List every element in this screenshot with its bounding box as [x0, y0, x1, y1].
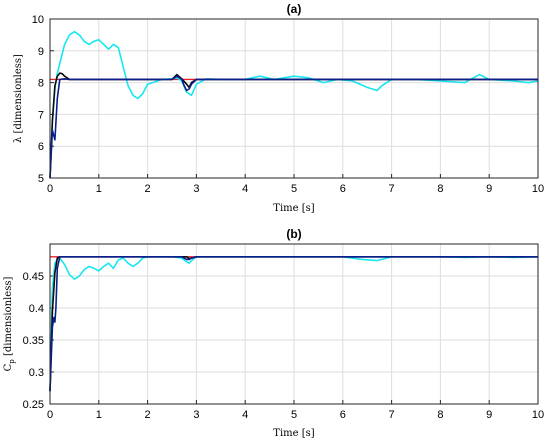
x-tick-label: 8 — [437, 409, 443, 421]
y-tick-label: 0.45 — [23, 271, 44, 283]
x-tick-label: 0 — [47, 409, 53, 421]
y-tick-labels: 5 6 7 8 9 10 — [32, 14, 44, 185]
x-tick-label: 6 — [340, 409, 346, 421]
x-tick-label: 5 — [291, 183, 297, 195]
navy-series-line — [49, 255, 538, 392]
x-tick-label: 8 — [437, 183, 443, 195]
y-tick-label: 0.3 — [29, 367, 44, 379]
axes-frame — [49, 243, 539, 405]
y-tick-label: 0.35 — [23, 335, 44, 347]
y-tick-label: 9 — [38, 46, 44, 58]
x-tick-label: 7 — [389, 183, 395, 195]
y-tick-label: 7 — [38, 109, 44, 121]
x-tick-label: 6 — [340, 183, 346, 195]
series-group — [49, 255, 539, 392]
x-tick-labels: 0 1 2 3 4 5 6 7 8 9 10 — [47, 183, 544, 195]
x-tick-labels: 0 1 2 3 4 5 6 7 8 9 10 — [47, 409, 544, 421]
chart-title: (b) — [286, 227, 301, 241]
chart-panel-b: (b) 0 1 2 3 4 5 6 7 8 9 10 0.25 0.3 0.35 0.4 0.45 Time… — [3, 227, 544, 439]
x-tick-label: 2 — [145, 409, 151, 421]
chart-title: (a) — [287, 2, 302, 16]
x-tick-label: 0 — [47, 183, 53, 195]
y-tick-labels: 0.25 0.3 0.35 0.4 0.45 — [23, 271, 44, 411]
x-tick-label: 4 — [242, 409, 248, 421]
x-tick-label: 4 — [242, 183, 248, 195]
x-tick-label: 3 — [193, 409, 199, 421]
x-tick-label: 5 — [291, 409, 297, 421]
y-tick-label: 5 — [38, 173, 44, 185]
x-axis-label: Time [s] — [273, 428, 314, 439]
cyan-series-line — [49, 255, 539, 392]
x-tick-label: 10 — [532, 409, 544, 421]
x-tick-label: 9 — [486, 409, 492, 421]
y-tick-label: 8 — [38, 78, 44, 90]
axes-frame — [49, 18, 539, 179]
x-axis-label: Time [s] — [273, 203, 314, 214]
x-tick-label: 9 — [486, 183, 492, 195]
y-tick-label: 6 — [38, 141, 44, 153]
x-tick-label: 7 — [389, 409, 395, 421]
y-axis-label: λ [dimensionless] — [13, 54, 24, 143]
x-tick-label: 1 — [96, 409, 102, 421]
x-tick-label: 3 — [193, 183, 199, 195]
navy-series-line — [49, 75, 538, 179]
chart-panel-a: (a) 0 1 2 3 4 5 6 7 8 9 10 5 6 7 8 9 10 Time [s] λ [dim… — [13, 2, 544, 214]
series-group — [49, 30, 539, 179]
x-tick-label: 1 — [96, 183, 102, 195]
x-tick-label: 10 — [532, 183, 544, 195]
y-tick-label: 0.4 — [29, 303, 44, 315]
y-tick-label: 10 — [32, 14, 44, 26]
y-axis-label: Cp [dimensionless] — [3, 277, 16, 372]
y-tick-label: 0.25 — [23, 399, 44, 411]
x-tick-label: 2 — [145, 183, 151, 195]
